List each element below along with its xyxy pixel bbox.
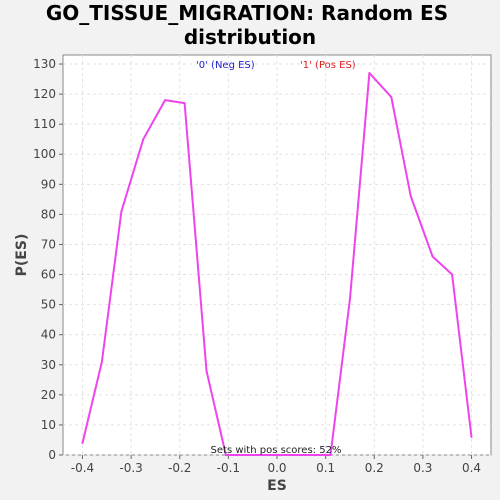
x-tick-label: -0.3 xyxy=(119,461,142,475)
y-tick-label: 100 xyxy=(33,147,56,161)
data-point xyxy=(431,255,434,258)
data-point xyxy=(183,102,186,105)
y-tick-label: 120 xyxy=(33,87,56,101)
y-tick-label: 80 xyxy=(41,207,56,221)
x-tick-label: 0.2 xyxy=(365,461,384,475)
data-point xyxy=(205,369,208,372)
y-tick-label: 0 xyxy=(48,448,56,462)
data-point xyxy=(164,99,167,102)
y-tick-label: 70 xyxy=(41,237,56,251)
x-axis-ticks: -0.4 -0.3 -0.2 -0.1 0.0 0.1 0.2 0.3 0.4 xyxy=(71,455,481,475)
x-tick-label: 0.1 xyxy=(316,461,335,475)
series-layer xyxy=(81,72,473,456)
data-point xyxy=(368,72,371,75)
x-tick-label: 0.4 xyxy=(462,461,481,475)
y-tick-label: 50 xyxy=(41,298,56,312)
x-tick-label: -0.2 xyxy=(168,461,191,475)
data-point xyxy=(451,273,454,276)
y-tick-label: 30 xyxy=(41,358,56,372)
x-tick-label: 0.3 xyxy=(413,461,432,475)
data-point xyxy=(142,138,145,141)
y-tick-label: 60 xyxy=(41,268,56,282)
data-point xyxy=(390,96,393,99)
data-point xyxy=(276,454,278,456)
data-point xyxy=(329,454,332,456)
x-tick-label: -0.1 xyxy=(217,461,240,475)
data-point xyxy=(100,360,103,363)
y-axis-label: P(ES) xyxy=(14,234,30,277)
data-point xyxy=(224,454,227,456)
data-point xyxy=(409,195,412,198)
y-tick-label: 10 xyxy=(41,418,56,432)
legend-pos-label: '1' (Pos ES) xyxy=(300,60,356,71)
data-point xyxy=(120,210,123,213)
legend-neg-label: '0' (Neg ES) xyxy=(196,60,255,71)
y-tick-label: 130 xyxy=(33,57,56,71)
x-tick-label: -0.4 xyxy=(71,461,94,475)
chart-title-line2: distribution xyxy=(184,25,316,49)
chart-title-line1: GO_TISSUE_MIGRATION: Random ES xyxy=(46,1,448,25)
x-tick-label: 0.0 xyxy=(267,461,286,475)
grid-lines xyxy=(63,55,491,456)
y-tick-label: 20 xyxy=(41,388,56,402)
pos-scores-annotation: Sets with pos scores: 52% xyxy=(211,445,342,456)
y-tick-label: 40 xyxy=(41,328,56,342)
x-axis-label: ES xyxy=(267,478,287,494)
y-tick-label: 90 xyxy=(41,177,56,191)
data-point xyxy=(81,441,84,444)
y-tick-label: 110 xyxy=(33,117,56,131)
data-point xyxy=(348,297,351,300)
y-axis-ticks: 0 10 20 30 40 50 60 70 80 90 100 110 120 130 xyxy=(33,57,63,462)
data-point xyxy=(470,435,473,438)
